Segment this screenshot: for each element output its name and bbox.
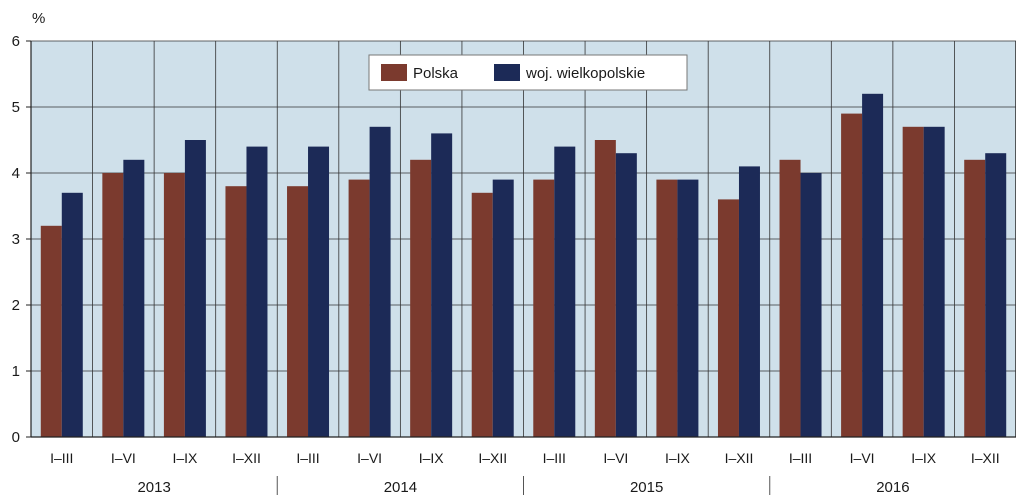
bar-polska xyxy=(102,173,124,437)
y-axis-label: % xyxy=(32,10,45,27)
x-category-label: I–IX xyxy=(419,450,445,466)
bar-polska xyxy=(717,199,739,437)
year-labels: 2013 2014 2015 2016 xyxy=(137,476,910,495)
year-label: 2013 xyxy=(137,479,170,495)
bar-polska xyxy=(287,186,309,437)
bar-polska xyxy=(471,192,493,437)
x-category-label: I–VI xyxy=(111,450,136,466)
year-label: 2016 xyxy=(876,479,909,495)
x-category-label: I–IX xyxy=(665,450,691,466)
bar-wielkopolskie xyxy=(800,173,822,437)
bar-polska xyxy=(779,159,801,438)
bars xyxy=(40,93,1007,438)
bar-polska xyxy=(841,113,863,437)
x-category-label: I–VI xyxy=(357,450,382,466)
x-category-label: I–VI xyxy=(850,450,875,466)
year-label: 2015 xyxy=(630,479,663,495)
y-tick-label: 0 xyxy=(12,429,20,446)
bar-polska xyxy=(410,159,432,438)
bar-wielkopolskie xyxy=(308,146,330,437)
bar-polska xyxy=(225,186,247,437)
bar-wielkopolskie xyxy=(369,126,391,438)
year-label: 2014 xyxy=(384,479,417,495)
x-category-label: I–VI xyxy=(603,450,628,466)
x-category-label: I–XII xyxy=(725,450,754,466)
bar-wielkopolskie xyxy=(61,192,83,437)
bar-polska xyxy=(163,173,185,437)
x-category-label: I–XII xyxy=(971,450,1000,466)
bar-wielkopolskie xyxy=(184,140,206,437)
bar-polska xyxy=(656,179,678,437)
x-category-label: I–XII xyxy=(232,450,261,466)
legend-label: Polska xyxy=(413,65,459,82)
bar-wielkopolskie xyxy=(738,166,760,437)
y-tick-label: 2 xyxy=(12,297,20,314)
bar-wielkopolskie xyxy=(923,126,945,438)
bar-wielkopolskie xyxy=(554,146,576,437)
bar-polska xyxy=(902,126,924,438)
bar-wielkopolskie xyxy=(677,179,699,437)
y-tick-labels: 0 1 2 3 4 5 6 xyxy=(12,33,20,446)
legend: Polska woj. wielkopolskie xyxy=(368,54,688,91)
x-category-labels: I–III I–VI I–IX I–XII I–III I–VI I–IX I–XII I–II… xyxy=(50,450,1000,466)
x-category-label: I–III xyxy=(296,450,319,466)
bar-wielkopolskie xyxy=(246,146,268,437)
y-tick-label: 3 xyxy=(12,231,20,248)
x-category-label: I–III xyxy=(543,450,566,466)
bar-wielkopolskie xyxy=(862,93,884,438)
y-tick-label: 6 xyxy=(12,33,20,50)
x-category-label: I–IX xyxy=(911,450,937,466)
bar-polska xyxy=(348,179,370,437)
legend-swatch xyxy=(381,64,407,81)
x-category-label: I–III xyxy=(789,450,812,466)
x-category-label: I–III xyxy=(50,450,73,466)
bar-wielkopolskie xyxy=(615,153,637,437)
bar-wielkopolskie xyxy=(492,179,514,437)
bar-wielkopolskie xyxy=(123,159,145,438)
y-tick-label: 4 xyxy=(12,165,20,182)
bar-polska xyxy=(594,140,616,437)
bar-wielkopolskie xyxy=(985,153,1007,437)
x-category-label: I–XII xyxy=(478,450,507,466)
x-category-label: I–IX xyxy=(172,450,198,466)
bar-wielkopolskie xyxy=(431,133,453,437)
y-tick-label: 5 xyxy=(12,99,20,116)
legend-swatch xyxy=(494,64,520,81)
legend-label: woj. wielkopolskie xyxy=(525,65,645,82)
bar-polska xyxy=(964,159,986,438)
bar-polska xyxy=(40,225,62,437)
axes xyxy=(26,40,1016,438)
y-tick-label: 1 xyxy=(12,363,20,380)
bar-polska xyxy=(533,179,555,437)
legend-box xyxy=(368,54,688,91)
